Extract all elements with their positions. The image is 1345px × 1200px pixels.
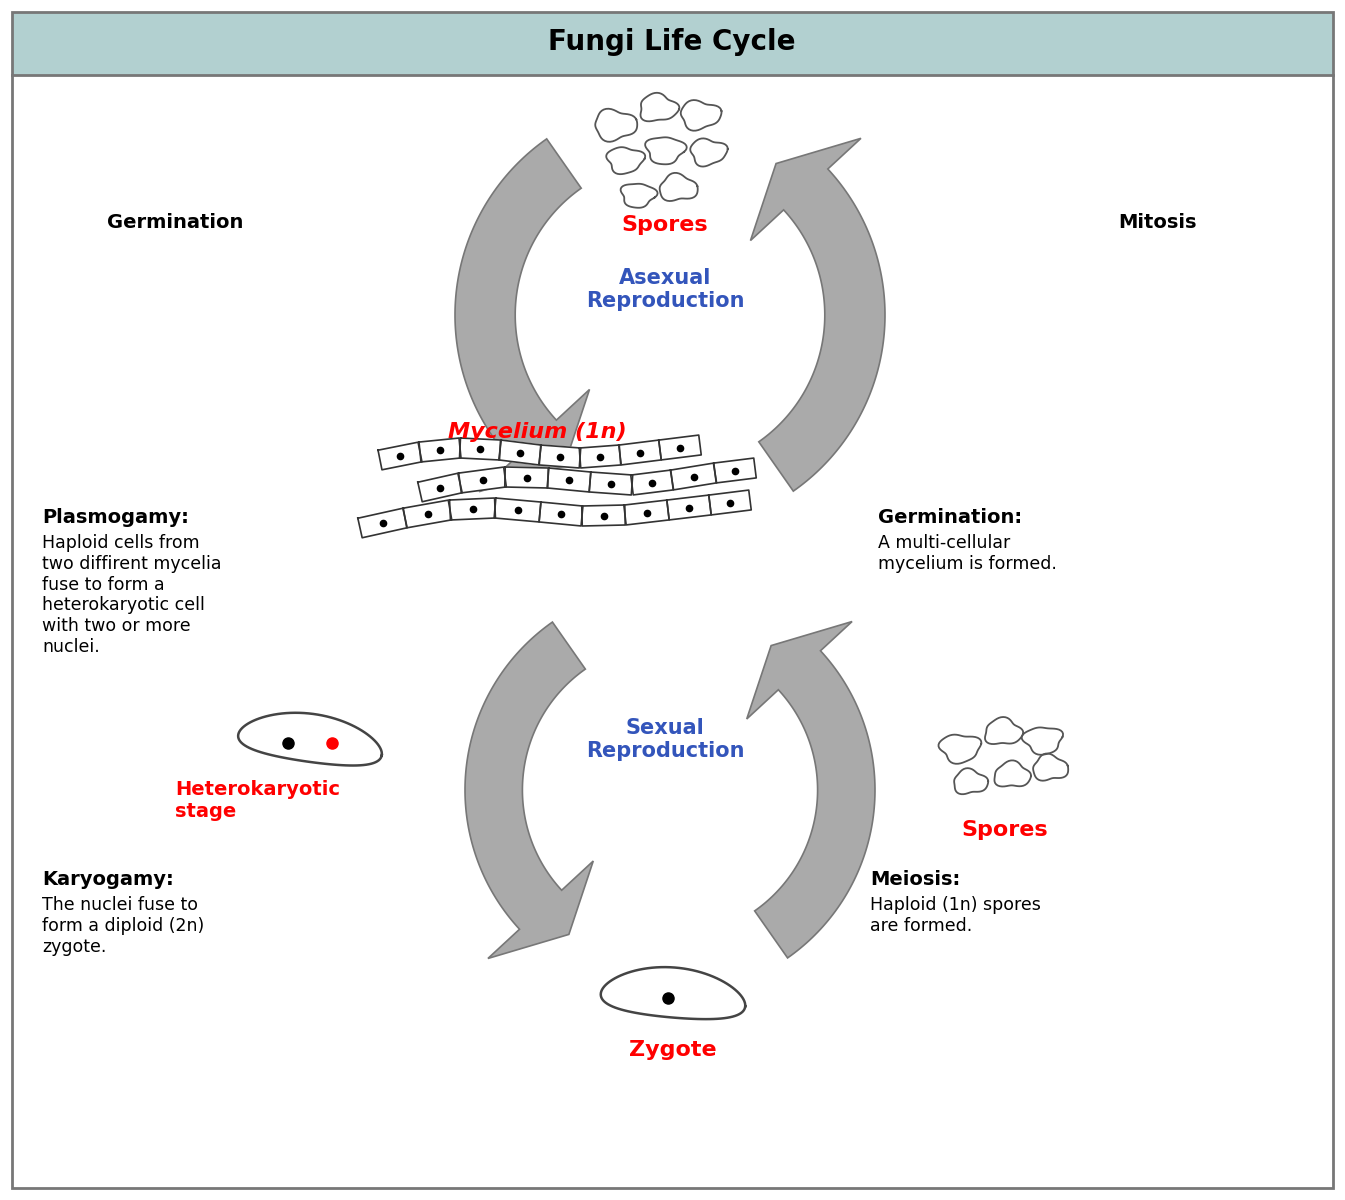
Polygon shape [985,716,1024,744]
Polygon shape [954,768,989,794]
Polygon shape [582,505,625,526]
Polygon shape [455,139,589,492]
Polygon shape [667,496,712,520]
Polygon shape [1022,727,1063,755]
Polygon shape [539,502,582,526]
Polygon shape [494,498,541,522]
Polygon shape [580,445,621,468]
Polygon shape [499,440,541,464]
Text: A multi-cellular
mycelium is formed.: A multi-cellular mycelium is formed. [878,534,1057,572]
Polygon shape [607,148,646,174]
Polygon shape [659,436,701,460]
Text: Plasmogamy:: Plasmogamy: [42,508,188,527]
Text: Haploid cells from
two diffirent mycelia
fuse to form a
heterokaryotic cell
with: Haploid cells from two diffirent mycelia… [42,534,222,656]
Polygon shape [624,500,670,524]
Text: Haploid (1n) spores
are formed.: Haploid (1n) spores are formed. [870,896,1041,935]
Polygon shape [994,761,1032,786]
Text: Mycelium (1n): Mycelium (1n) [448,422,627,442]
Text: Meiosis:: Meiosis: [870,870,960,889]
Polygon shape [404,500,452,528]
Polygon shape [418,473,463,502]
Text: Spores: Spores [962,820,1048,840]
Polygon shape [465,622,593,959]
Polygon shape [640,92,679,121]
Polygon shape [659,173,698,202]
Text: Zygote: Zygote [629,1040,717,1060]
Polygon shape [449,498,495,520]
Polygon shape [601,967,745,1019]
Polygon shape [420,438,461,462]
Text: Sexual
Reproduction: Sexual Reproduction [586,718,744,761]
Polygon shape [459,467,506,493]
Polygon shape [690,138,728,167]
Polygon shape [751,138,885,491]
Text: Heterokaryotic
stage: Heterokaryotic stage [175,780,340,821]
Polygon shape [539,445,581,468]
Polygon shape [620,184,658,208]
Polygon shape [358,509,408,538]
Text: The nuclei fuse to
form a diploid (2n)
zygote.: The nuclei fuse to form a diploid (2n) z… [42,896,204,955]
Polygon shape [670,463,717,490]
Text: Spores: Spores [621,215,709,235]
Text: Germination:: Germination: [878,508,1022,527]
Polygon shape [619,440,662,464]
Text: Fungi Life Cycle: Fungi Life Cycle [549,28,796,56]
Polygon shape [681,100,721,131]
Polygon shape [714,458,756,482]
Text: Mitosis: Mitosis [1119,212,1197,232]
Polygon shape [378,442,422,470]
Polygon shape [460,438,500,460]
Polygon shape [939,734,982,763]
Polygon shape [746,622,876,958]
Polygon shape [589,472,632,494]
Polygon shape [596,109,638,142]
Polygon shape [1033,754,1068,781]
Polygon shape [709,490,752,515]
Polygon shape [547,468,590,492]
Text: Germination: Germination [106,212,243,232]
Polygon shape [504,467,549,488]
Polygon shape [631,470,674,494]
Polygon shape [646,137,687,164]
Text: Asexual
Reproduction: Asexual Reproduction [586,268,744,311]
Polygon shape [238,713,382,766]
Bar [12,12,1333,74]
Text: Karyogamy:: Karyogamy: [42,870,174,889]
